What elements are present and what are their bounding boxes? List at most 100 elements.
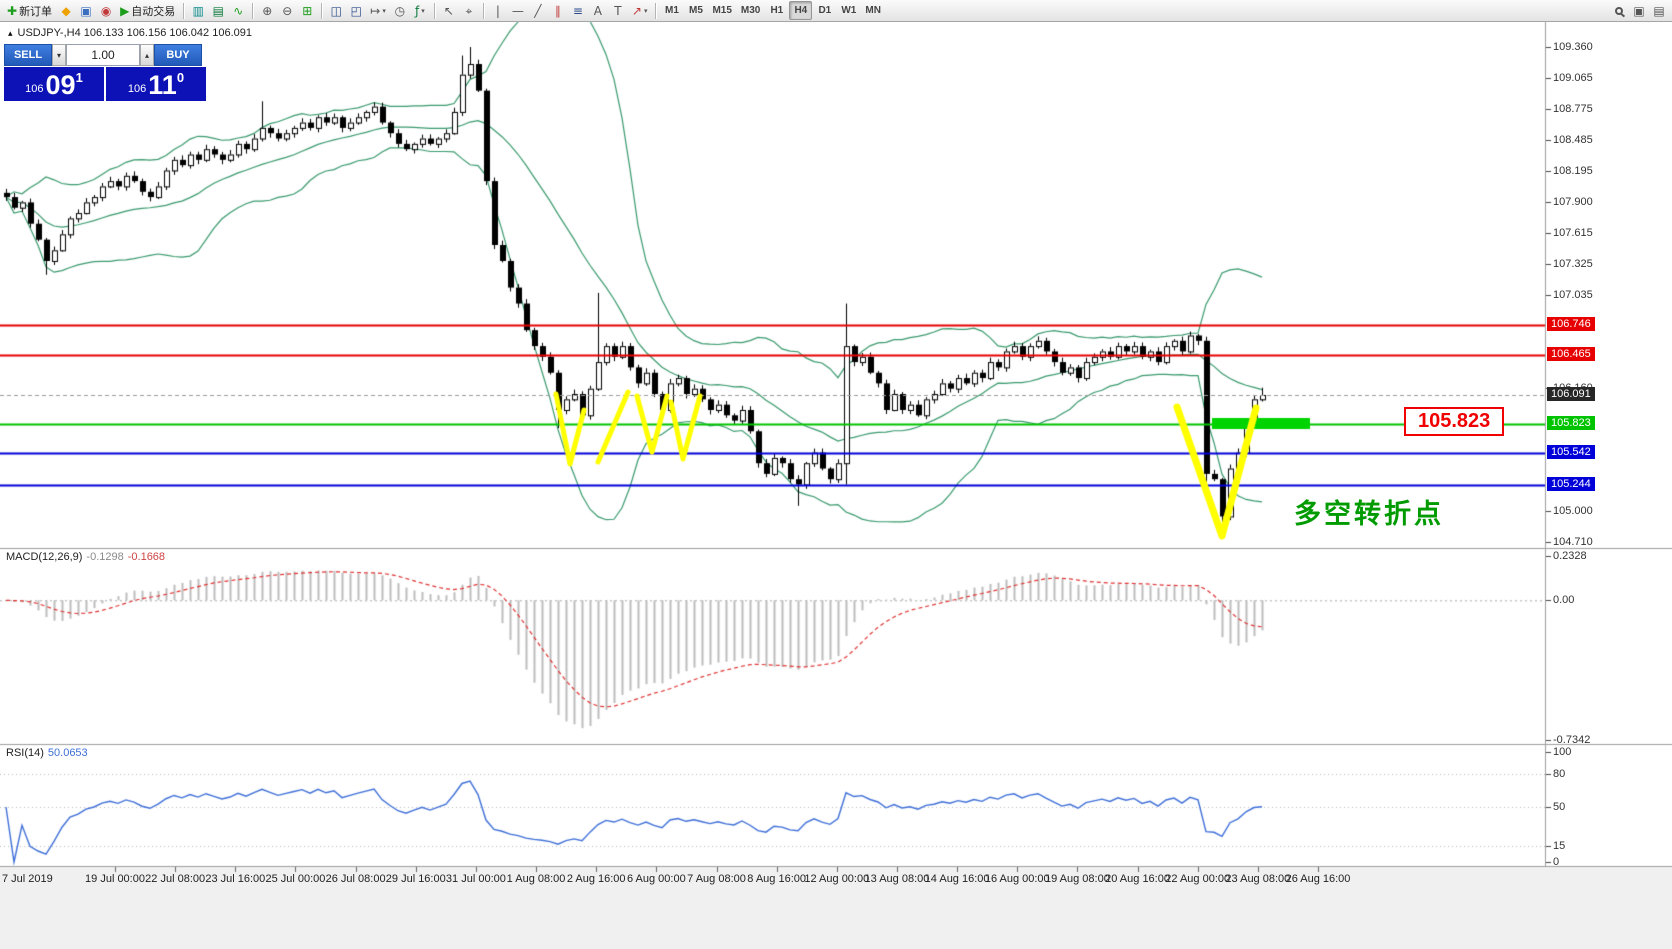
time-label: 7 Jul 2019 xyxy=(2,873,53,885)
autotrading-icon: ▶ xyxy=(120,3,130,18)
search-icon xyxy=(1615,6,1623,15)
new-order-button[interactable]: ✚ 新订单 xyxy=(3,1,56,20)
sell-button[interactable]: SELL xyxy=(4,44,52,66)
price-scale-label: 107.325 xyxy=(1553,257,1593,270)
volume-increase-button[interactable]: ▴ xyxy=(140,44,154,66)
shapes-tool-button[interactable]: ↗ ▾ xyxy=(628,1,652,20)
chart-shift-button[interactable]: ↦ ▾ xyxy=(366,1,390,20)
toolbar-separator xyxy=(655,2,657,19)
timeframe-m30-button[interactable]: M30 xyxy=(737,1,764,20)
arrange-windows-button[interactable]: ◰ xyxy=(346,1,366,20)
price-scale-label: 100 xyxy=(1553,746,1572,758)
trade-panel-controls: SELL ▾ ▴ BUY xyxy=(4,44,206,66)
timeframe-d1-button[interactable]: D1 xyxy=(813,1,836,20)
tile-windows-button[interactable]: ⊞ xyxy=(297,1,317,20)
vertical-line-tool-button[interactable]: | xyxy=(488,1,508,20)
price-level-label: 106.746 xyxy=(1547,317,1595,332)
channel-icon: ∥ xyxy=(554,3,561,18)
bar-chart-button[interactable]: ▥ xyxy=(188,1,208,20)
price-scale-label: 104.710 xyxy=(1553,536,1593,548)
time-label: 19 Aug 08:00 xyxy=(1044,873,1110,885)
time-label: 20 Aug 16:00 xyxy=(1105,873,1170,885)
toolbar-separator xyxy=(321,2,323,19)
zoom-out-icon: ⊖ xyxy=(282,3,293,18)
fibonacci-tool-button[interactable]: ≡ xyxy=(568,1,588,20)
price-scale-label: 109.065 xyxy=(1553,72,1593,85)
window-button[interactable]: ▣ xyxy=(1629,1,1649,20)
volume-input[interactable] xyxy=(66,44,140,66)
text-tool-button[interactable]: A xyxy=(588,1,608,20)
line-chart-icon: ∿ xyxy=(233,3,244,18)
price-level-label: 105.823 xyxy=(1547,415,1595,430)
horizontal-line-icon: — xyxy=(511,3,524,18)
price-scale-label: 0 xyxy=(1553,856,1560,868)
trendline-tool-button[interactable]: ╱ xyxy=(528,1,548,20)
price-scale-label: 50 xyxy=(1553,801,1566,813)
chevron-down-icon: ▾ xyxy=(421,6,425,15)
shapes-icon: ↗ xyxy=(631,3,642,18)
community-button[interactable]: ◉ xyxy=(96,1,116,20)
line-chart-button[interactable]: ∿ xyxy=(228,1,248,20)
text-label-tool-button[interactable]: T xyxy=(608,1,628,20)
terminal-button[interactable]: ▣ xyxy=(76,1,96,20)
buy-button[interactable]: BUY xyxy=(154,44,202,66)
buy-price-display[interactable]: 106 11 0 xyxy=(106,67,206,101)
search-button[interactable] xyxy=(1609,1,1629,20)
time-axis[interactable]: 7 Jul 2019 19 Jul 00:00 22 Jul 08:00 23 Jul… xyxy=(0,866,1672,892)
time-label: 23 Aug 08:00 xyxy=(1225,873,1291,885)
metaquotes-button[interactable]: ◆ xyxy=(56,1,76,20)
price-level-tag[interactable]: 105.823 xyxy=(1404,407,1505,436)
candlestick-chart-button[interactable]: ▤ xyxy=(208,1,228,20)
crosshair-tool-button[interactable]: ⌖ xyxy=(459,1,479,20)
sell-price-display[interactable]: 106 09 1 xyxy=(4,67,104,101)
sell-price-prefix: 106 xyxy=(25,83,44,95)
indicators-button[interactable]: ƒ ▾ xyxy=(410,1,430,20)
price-scale-label: -0.7342 xyxy=(1553,734,1591,746)
autotrading-button[interactable]: ▶ 自动交易 xyxy=(116,1,179,20)
arrange-windows-icon: ◰ xyxy=(350,3,362,18)
zoom-out-button[interactable]: ⊖ xyxy=(277,1,297,20)
time-label: 31 Jul 00:00 xyxy=(445,873,506,885)
fibonacci-icon: ≡ xyxy=(572,3,583,18)
timeframe-h1-button[interactable]: H1 xyxy=(765,1,788,20)
rsi-label: RSI(14) 50.0653 xyxy=(6,747,92,759)
cascade-windows-button[interactable]: ◫ xyxy=(326,1,346,20)
price-scale-label: 107.035 xyxy=(1553,288,1593,301)
price-axis[interactable]: 109.360 109.065 108.775 108.485 108.195 107.9… xyxy=(1545,0,1672,949)
community-icon: ◉ xyxy=(100,3,112,18)
timeframe-m1-button[interactable]: M1 xyxy=(660,1,683,20)
metaquotes-icon: ◆ xyxy=(61,3,71,18)
timeframe-mn-button[interactable]: MN xyxy=(861,1,885,20)
trendline-icon: ╱ xyxy=(534,3,542,18)
timeframe-m15-button[interactable]: M15 xyxy=(708,1,735,20)
toolbar-separator xyxy=(252,2,254,19)
auto-scroll-button[interactable]: ◷ xyxy=(390,1,410,20)
text-icon: A xyxy=(593,3,602,18)
timeframe-m5-button[interactable]: M5 xyxy=(684,1,707,20)
panel-collapse-icon[interactable]: ▴ xyxy=(8,27,13,38)
volume-decrease-button[interactable]: ▾ xyxy=(52,44,66,66)
time-label: 22 Jul 08:00 xyxy=(145,873,206,885)
timeframe-h4-button[interactable]: H4 xyxy=(789,1,813,20)
timeframe-w1-button[interactable]: W1 xyxy=(837,1,860,20)
channel-tool-button[interactable]: ∥ xyxy=(548,1,568,20)
cursor-icon: ↖ xyxy=(443,3,454,18)
text-label-icon: T xyxy=(614,3,622,18)
horizontal-line-tool-button[interactable]: — xyxy=(508,1,528,20)
time-label: 13 Aug 08:00 xyxy=(864,873,930,885)
sell-price-pip: 1 xyxy=(75,70,83,85)
annotation-text: 多空转折点 xyxy=(1294,499,1444,530)
window-list-button[interactable]: ▤ xyxy=(1649,1,1669,20)
chart-shift-icon: ↦ xyxy=(370,3,381,18)
auto-scroll-icon: ◷ xyxy=(394,3,406,18)
cursor-tool-button[interactable]: ↖ xyxy=(439,1,459,20)
zoom-in-icon: ⊕ xyxy=(262,3,273,18)
time-label: 26 Aug 16:00 xyxy=(1285,873,1351,885)
toolbar: ✚ 新订单 ◆ ▣ ◉ ▶ 自动交易 ▥ ▤ ∿ ⊕ ⊖ ⊞ ◫ ◰ ↦ ▾ ◷… xyxy=(0,0,1672,22)
zoom-in-button[interactable]: ⊕ xyxy=(257,1,277,20)
time-label: 6 Aug 00:00 xyxy=(626,873,686,885)
time-label: 25 Jul 00:00 xyxy=(265,873,326,885)
buy-price-prefix: 106 xyxy=(127,83,147,95)
